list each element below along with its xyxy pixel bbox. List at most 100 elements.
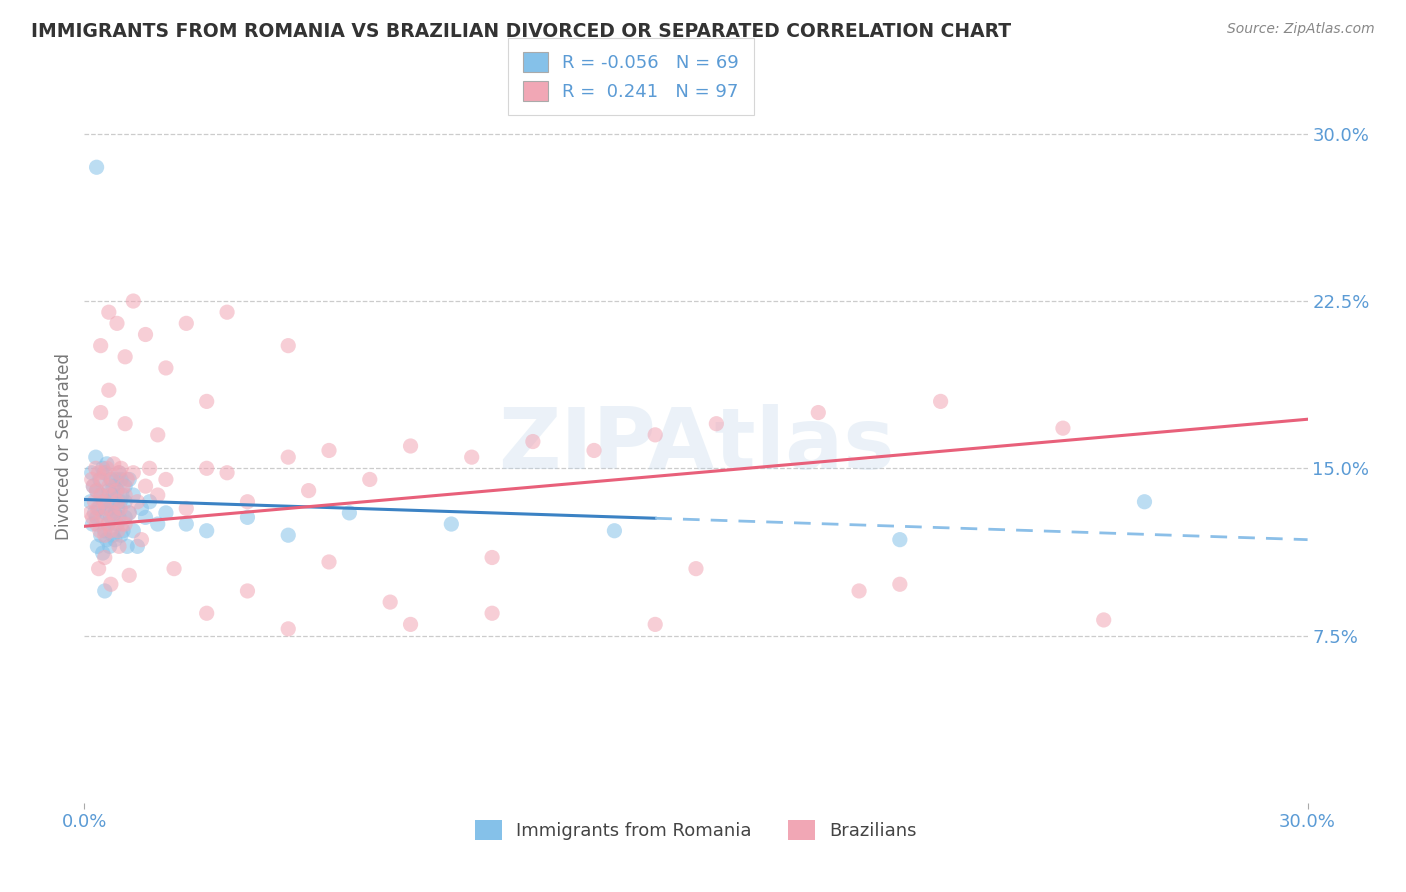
Point [122,466,145,480]
Point [195,461,218,475]
Text: Source: ZipAtlas.com: Source: ZipAtlas.com [1227,22,1375,37]
Point [86,483,108,498]
Point [90,528,112,542]
Point [79,506,101,520]
Point [277,338,299,352]
Point [114,350,136,364]
Point [146,516,169,531]
Point [122,524,145,538]
Point [105,516,128,531]
Point [96,461,118,475]
Point [90,405,112,419]
Point [90,488,112,502]
Point [91,461,114,475]
Point [114,510,136,524]
Point [118,472,141,486]
Point [82,516,104,531]
Point [1133,494,1156,508]
Point [107,501,129,516]
Legend: Immigrants from Romania, Brazilians: Immigrants from Romania, Brazilians [468,813,924,847]
Point [440,516,463,531]
Point [93,466,115,480]
Point [97,479,120,493]
Point [481,550,503,565]
Point [399,439,422,453]
Point [461,450,484,464]
Point [86,510,108,524]
Point [131,501,153,516]
Point [86,539,108,553]
Point [97,483,120,498]
Point [100,510,122,524]
Point [91,510,114,524]
Point [86,501,108,516]
Point [135,510,157,524]
Point [889,533,911,547]
Point [277,528,299,542]
Point [380,595,402,609]
Point [155,506,177,520]
Point [84,450,107,464]
Point [644,617,666,632]
Point [111,488,134,502]
Point [96,533,118,547]
Point [93,528,115,542]
Point [87,501,110,516]
Point [146,427,169,442]
Point [110,501,132,516]
Point [118,506,141,520]
Point [86,483,108,498]
Point [105,472,128,486]
Point [101,479,124,493]
Point [155,360,177,375]
Point [138,461,160,475]
Point [114,516,136,531]
Point [236,583,259,598]
Point [114,494,136,508]
Point [83,494,105,508]
Point [706,417,728,431]
Point [105,483,128,498]
Point [87,562,110,576]
Point [83,506,105,520]
Point [1052,421,1074,435]
Point [195,394,218,409]
Point [97,501,120,516]
Point [108,466,131,480]
Point [84,461,107,475]
Point [603,524,626,538]
Point [318,443,340,458]
Text: ZIPAtlas: ZIPAtlas [498,404,894,488]
Point [522,434,544,449]
Point [86,161,108,175]
Point [103,488,125,502]
Point [122,488,145,502]
Point [807,405,830,419]
Point [174,516,197,531]
Point [96,457,118,471]
Point [93,494,115,508]
Point [481,607,503,621]
Point [90,488,112,502]
Point [79,494,101,508]
Point [359,472,381,486]
Point [685,562,707,576]
Point [277,450,299,464]
Point [82,479,104,493]
Point [103,457,125,471]
Point [89,524,111,538]
Text: IMMIGRANTS FROM ROMANIA VS BRAZILIAN DIVORCED OR SEPARATED CORRELATION CHART: IMMIGRANTS FROM ROMANIA VS BRAZILIAN DIV… [31,22,1011,41]
Point [80,466,103,480]
Point [97,384,120,398]
Point [174,501,197,516]
Point [135,479,157,493]
Point [118,506,141,520]
Point [146,488,169,502]
Point [93,466,115,480]
Point [90,472,112,486]
Y-axis label: Divorced or Separated: Divorced or Separated [55,352,73,540]
Point [114,488,136,502]
Point [98,539,121,553]
Point [86,516,108,531]
Point [91,546,114,560]
